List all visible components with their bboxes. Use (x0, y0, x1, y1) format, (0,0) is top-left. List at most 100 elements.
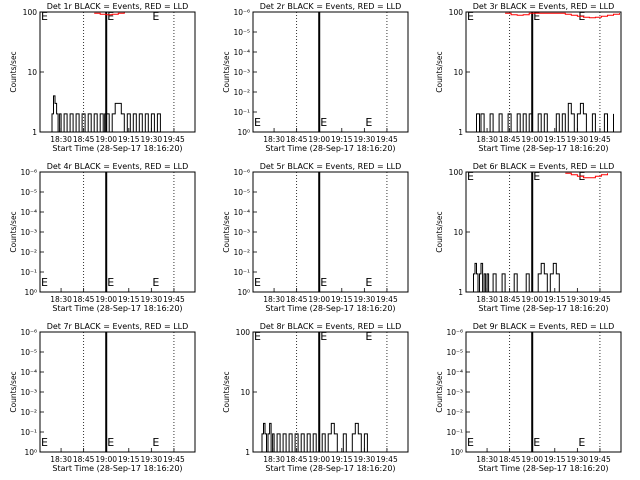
x-tick-label: 18:30 (263, 135, 285, 144)
y-tick-label: 10 (453, 228, 463, 237)
x-tick-label: 19:15 (544, 135, 566, 144)
x-tick-label: 19:15 (118, 455, 140, 464)
y-tick-label: 10⁻⁴ (233, 48, 250, 57)
y-tick-label: 10⁻⁵ (233, 188, 250, 197)
lld-series-line (94, 12, 125, 16)
y-tick-label: 10⁻⁶ (20, 168, 37, 177)
y-tick-label: 10⁻¹ (446, 428, 463, 437)
y-tick-label: 10⁻¹ (20, 268, 37, 277)
x-tick-label: 19:30 (567, 295, 589, 304)
x-tick-label: 19:00 (95, 455, 117, 464)
y-tick-label: 100 (449, 168, 464, 177)
y-tick-label: 10⁻³ (446, 388, 463, 397)
marker-letter: E (578, 436, 585, 449)
y-tick-label: 10⁻² (233, 88, 250, 97)
x-tick-label: 19:45 (589, 455, 611, 464)
x-tick-label: 19:45 (163, 135, 185, 144)
x-tick-label: 19:45 (376, 135, 398, 144)
marker-letter: E (320, 276, 327, 289)
events-series-line (466, 262, 587, 293)
x-axis-label: Start Time (28-Sep-17 18:16:20) (265, 304, 395, 313)
plot-frame (465, 171, 622, 293)
marker-letter: E (254, 116, 261, 129)
y-tick-label: 10⁻⁵ (20, 188, 37, 197)
marker-letter: E (467, 170, 474, 183)
y-tick-label: 10⁻¹ (233, 268, 250, 277)
x-tick-label: 18:30 (263, 295, 285, 304)
x-tick-label: 19:30 (141, 295, 163, 304)
x-tick-label: 18:30 (476, 135, 498, 144)
panel-title: Det 1r BLACK = Events, RED = LLD (47, 2, 189, 11)
y-tick-label: 10 (27, 68, 37, 77)
plot-frame (465, 331, 622, 453)
x-tick-label: 19:00 (521, 455, 543, 464)
events-series-line (466, 102, 614, 133)
x-tick-label: 19:30 (141, 135, 163, 144)
x-tick-label: 18:30 (50, 135, 72, 144)
plot-frame (252, 11, 409, 133)
x-tick-label: 18:45 (499, 135, 521, 144)
y-axis-label: Counts/sec (435, 51, 444, 92)
panel-title: Det 8r BLACK = Events, RED = LLD (260, 322, 402, 331)
marker-letter: E (41, 276, 48, 289)
y-tick-label: 1 (458, 288, 463, 297)
x-axis-label: Start Time (28-Sep-17 18:16:20) (52, 304, 182, 313)
x-tick-label: 18:30 (263, 455, 285, 464)
x-tick-label: 19:00 (521, 135, 543, 144)
x-tick-label: 19:45 (163, 455, 185, 464)
marker-letter: E (254, 330, 261, 343)
x-tick-label: 19:15 (331, 135, 353, 144)
y-tick-label: 1 (245, 448, 250, 457)
x-tick-label: 18:45 (286, 295, 308, 304)
y-tick-label: 10⁻⁴ (20, 208, 37, 217)
x-tick-label: 19:00 (521, 295, 543, 304)
y-tick-label: 10⁻⁴ (446, 368, 463, 377)
y-tick-label: 1 (32, 128, 37, 137)
x-tick-label: 19:30 (354, 455, 376, 464)
x-axis-label: Start Time (28-Sep-17 18:16:20) (52, 144, 182, 153)
marker-letter: E (152, 10, 159, 23)
x-tick-label: 18:30 (476, 455, 498, 464)
plot-frame (39, 171, 196, 293)
x-tick-label: 19:30 (567, 455, 589, 464)
y-axis-label: Counts/sec (9, 51, 18, 92)
x-axis-label: Start Time (28-Sep-17 18:16:20) (265, 144, 395, 153)
x-tick-label: 19:15 (544, 455, 566, 464)
x-tick-label: 18:45 (286, 455, 308, 464)
y-tick-label: 10⁻² (20, 248, 37, 257)
y-tick-label: 10⁻¹ (233, 108, 250, 117)
x-tick-label: 19:45 (589, 295, 611, 304)
x-tick-label: 19:15 (331, 295, 353, 304)
x-tick-label: 19:15 (544, 295, 566, 304)
y-tick-label: 10⁻³ (20, 228, 37, 237)
x-tick-label: 18:45 (73, 135, 95, 144)
y-tick-label: 10⁻⁶ (20, 328, 37, 337)
x-tick-label: 18:45 (499, 295, 521, 304)
panel-title: Det 4r BLACK = Events, RED = LLD (47, 162, 189, 171)
x-axis-label: Start Time (28-Sep-17 18:16:20) (478, 304, 608, 313)
marker-letter: E (533, 436, 540, 449)
y-tick-label: 10⁻² (20, 408, 37, 417)
x-tick-label: 19:30 (354, 295, 376, 304)
panel-title: Det 7r BLACK = Events, RED = LLD (47, 322, 189, 331)
marker-letter: E (533, 10, 540, 23)
y-axis-label: Counts/sec (9, 211, 18, 252)
y-tick-label: 10⁻⁶ (233, 8, 250, 17)
x-tick-label: 19:00 (95, 135, 117, 144)
x-tick-label: 19:30 (567, 135, 589, 144)
x-tick-label: 19:15 (118, 295, 140, 304)
marker-letter: E (533, 170, 540, 183)
panel-title: Det 5r BLACK = Events, RED = LLD (260, 162, 402, 171)
marker-letter: E (365, 116, 372, 129)
marker-letter: E (365, 276, 372, 289)
x-tick-label: 19:45 (163, 295, 185, 304)
x-tick-label: 19:30 (141, 455, 163, 464)
x-tick-label: 19:00 (308, 135, 330, 144)
